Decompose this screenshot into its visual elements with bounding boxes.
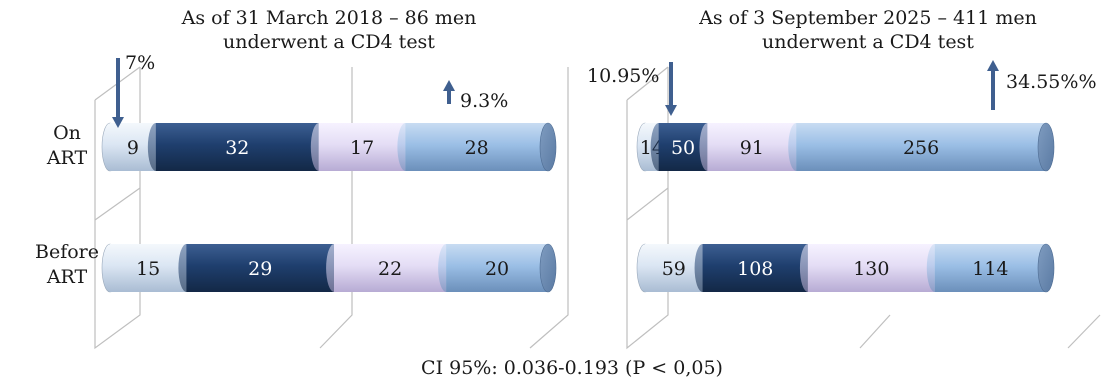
- up-arrow-annotation: 34.55%%: [987, 60, 1097, 110]
- data-label: 50: [671, 137, 695, 159]
- data-label: 59: [662, 258, 686, 280]
- data-label: 108: [737, 258, 773, 280]
- category-label-on-art-1: On: [53, 122, 81, 144]
- bar-segment-1: [155, 123, 319, 171]
- annotations-layer: 7% 9.3% 10.95% 34.55%%: [112, 52, 1097, 128]
- data-label: 15: [136, 258, 160, 280]
- arrow-head: [665, 105, 677, 116]
- bar-right-1: 59 108 130 114: [636, 243, 1055, 293]
- bar-segment-2: [334, 244, 447, 292]
- bar-segment-0: [645, 244, 703, 292]
- bar-right-cap: [1037, 243, 1055, 293]
- category-labels: On ART Before ART: [35, 122, 99, 288]
- category-label-before-art-1: Before: [35, 241, 99, 263]
- segment-joint: [788, 123, 805, 171]
- bar-segment-3: [796, 123, 1046, 171]
- bar-segment-0: [110, 244, 187, 292]
- bar-segment-3: [446, 244, 548, 292]
- bar-segment-1: [702, 244, 808, 292]
- data-label: 17: [350, 137, 374, 159]
- segment-joint: [926, 244, 943, 292]
- category-label-on-art-2: ART: [46, 147, 88, 169]
- down-arrow-annotation: 10.95%: [587, 62, 677, 116]
- data-label: 32: [225, 137, 249, 159]
- data-label: 20: [485, 258, 509, 280]
- segment-joint: [438, 244, 455, 292]
- data-label: 29: [248, 258, 272, 280]
- data-label: 28: [465, 137, 489, 159]
- data-label: 256: [903, 137, 939, 159]
- category-label-before-art-2: ART: [46, 266, 88, 288]
- bar-segment-1: [658, 123, 708, 171]
- segment-joint: [326, 244, 343, 292]
- bar-segment-2: [707, 123, 797, 171]
- arrow-head: [987, 60, 999, 71]
- down-arrow-annotation: 7%: [112, 52, 155, 128]
- arrow-head: [112, 117, 124, 128]
- segment-joint: [694, 244, 711, 292]
- bar-segment-2: [318, 123, 406, 171]
- segment-joint: [650, 123, 667, 171]
- right-title-line-2: underwent a CD4 test: [762, 31, 974, 53]
- bar-right-cap: [1037, 122, 1055, 172]
- bar-segment-2: [807, 244, 935, 292]
- footnote-ci: CI 95%: 0.036-0.193 (P < 0,05): [421, 357, 723, 379]
- bar-right-0: 145091256: [636, 122, 1055, 172]
- bar-right-cap: [539, 122, 557, 172]
- segment-joint: [147, 123, 164, 171]
- bar-right-cap: [539, 243, 557, 293]
- right-chart-title: As of 3 September 2025 – 411 men underwe…: [698, 7, 1037, 53]
- up-arrow-annotation: 9.3%: [443, 80, 508, 112]
- segment-joint: [799, 244, 816, 292]
- left-chart-title: As of 31 March 2018 – 86 men underwent a…: [181, 7, 477, 53]
- data-label: 22: [378, 258, 402, 280]
- right-title-line-1: As of 3 September 2025 – 411 men: [698, 7, 1037, 29]
- bar-segment-3: [405, 123, 548, 171]
- bars-layer: 93217281529222014509125659108130114: [101, 122, 1055, 293]
- arrow-head: [443, 80, 455, 91]
- bar-segment-3: [934, 244, 1046, 292]
- data-label: 91: [740, 137, 764, 159]
- left-title-line-1: As of 31 March 2018 – 86 men: [181, 7, 477, 29]
- bar-segment-1: [186, 244, 335, 292]
- data-label: 114: [972, 258, 1008, 280]
- bar-left-0: 9 32 17 28: [101, 122, 557, 172]
- left-title-line-2: underwent a CD4 test: [223, 31, 435, 53]
- segment-joint: [310, 123, 327, 171]
- bar-left-1: 15 29 22 20: [101, 243, 557, 293]
- segment-joint: [178, 244, 195, 292]
- right-panel-grid: [626, 66, 1101, 350]
- data-label: 9: [127, 137, 139, 159]
- segment-joint: [699, 123, 716, 171]
- annotation-percent: 9.3%: [460, 90, 508, 112]
- annotation-percent: 7%: [125, 52, 155, 74]
- data-label: 130: [853, 258, 889, 280]
- annotation-percent: 34.55%%: [1006, 71, 1097, 93]
- segment-joint: [397, 123, 414, 171]
- annotation-percent: 10.95%: [587, 65, 659, 87]
